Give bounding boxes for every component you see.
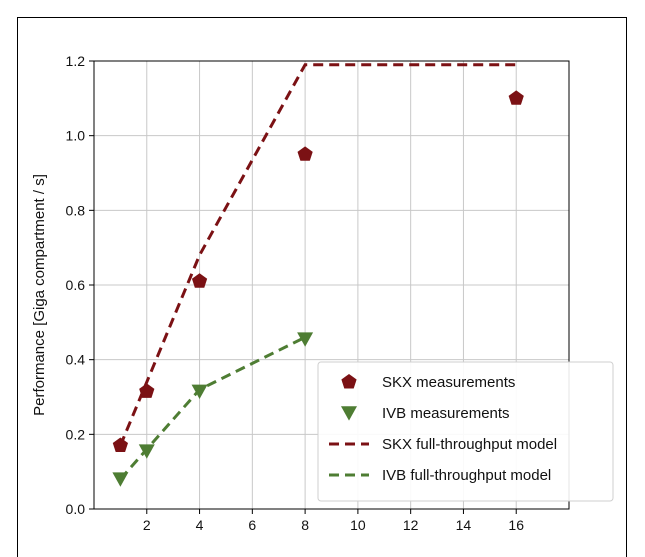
x-tick-label: 16 — [508, 517, 524, 533]
figure-frame — [17, 17, 627, 557]
legend-label: SKX full-throughput model — [382, 436, 557, 453]
legend-label: IVB full-throughput model — [382, 467, 551, 484]
y-tick-label: 0.2 — [66, 426, 86, 442]
data-point — [297, 332, 314, 347]
legend-label: SKX measurements — [382, 374, 515, 391]
x-tick-label: 4 — [196, 517, 204, 533]
legend-label: IVB measurements — [382, 405, 510, 422]
y-tick-label: 0.4 — [66, 352, 86, 368]
legend-marker — [341, 374, 357, 389]
x-tick-label: 6 — [248, 517, 256, 533]
legend-box — [317, 361, 614, 502]
y-tick-label: 1.2 — [66, 53, 86, 69]
legend: SKX measurements IVB measurements SKX full… — [317, 361, 614, 502]
x-tick-label: 12 — [403, 517, 419, 533]
ticks: 2 4 6 8 10 12 14 16 0.0 0.2 0.4 0.6 0.8 1.0 1.2 — [66, 53, 525, 533]
series-layer — [112, 63, 524, 487]
data-point — [297, 146, 313, 161]
data-point — [191, 273, 208, 288]
y-tick-label: 1.0 — [66, 128, 86, 144]
data-point — [191, 384, 208, 399]
y-tick-label: 0.8 — [66, 202, 86, 218]
data-point — [112, 437, 128, 453]
data-point — [112, 472, 129, 487]
grid — [94, 60, 569, 510]
data-point — [138, 444, 155, 459]
x-tick-label: 10 — [350, 517, 366, 533]
x-tick-label: 8 — [301, 517, 309, 533]
y-tick-label: 0.0 — [66, 501, 86, 517]
y-tick-label: 0.6 — [66, 277, 86, 293]
legend-marker — [341, 406, 357, 421]
x-tick-label: 2 — [143, 517, 151, 533]
y-axis-label: Performance [Giga compartment / s] — [31, 174, 48, 416]
data-point — [139, 383, 155, 398]
x-tick-label: 14 — [456, 517, 472, 533]
data-point — [508, 90, 524, 105]
model-line — [119, 335, 306, 481]
